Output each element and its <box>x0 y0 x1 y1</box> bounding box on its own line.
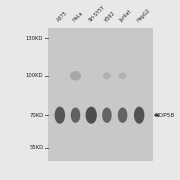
Ellipse shape <box>134 107 144 124</box>
Ellipse shape <box>55 107 65 124</box>
Ellipse shape <box>119 72 127 79</box>
Text: Jurkat: Jurkat <box>119 9 133 23</box>
Text: NOP58: NOP58 <box>154 113 174 118</box>
Ellipse shape <box>70 71 81 80</box>
Ellipse shape <box>86 107 97 124</box>
FancyBboxPatch shape <box>48 28 153 161</box>
Text: 55KD: 55KD <box>29 145 43 150</box>
Text: HeLa: HeLa <box>72 10 84 23</box>
Text: 70KD: 70KD <box>29 113 43 118</box>
Text: SH-SY5Y: SH-SY5Y <box>88 4 106 23</box>
Ellipse shape <box>103 72 111 79</box>
Text: 130KD: 130KD <box>26 36 43 40</box>
Text: 100KD: 100KD <box>26 73 43 78</box>
Text: HepG2: HepG2 <box>136 7 151 23</box>
Text: A375: A375 <box>56 10 69 23</box>
Ellipse shape <box>118 107 127 123</box>
Ellipse shape <box>71 107 80 123</box>
Text: K562: K562 <box>103 10 116 23</box>
Ellipse shape <box>102 107 112 123</box>
